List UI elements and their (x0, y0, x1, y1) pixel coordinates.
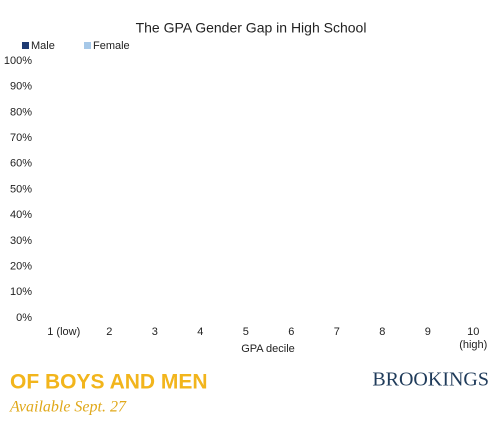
x-tick-label: 7 (333, 326, 340, 338)
legend-swatch (22, 42, 29, 49)
x-tick-label: 4 (197, 326, 204, 338)
x-tick-label: 6 (288, 326, 295, 338)
legend-label: Male (31, 40, 55, 52)
y-tick-label: 0% (16, 312, 32, 324)
x-tick-label: 10 (high) (459, 326, 488, 351)
y-tick-label: 90% (10, 81, 32, 93)
y-tick-label: 10% (10, 286, 32, 298)
y-tick-label: 50% (10, 183, 32, 195)
x-axis-label: GPA decile (241, 343, 295, 355)
y-tick-label: 30% (10, 235, 32, 247)
x-tick-label: 2 (106, 326, 113, 338)
book-title: OF BOYS AND MEN (10, 371, 208, 394)
y-tick-label: 40% (10, 209, 32, 221)
publisher: BROOKINGS (372, 369, 489, 391)
y-tick-label: 70% (10, 132, 32, 144)
release-date: Available Sept. 27 (9, 399, 127, 416)
y-tick-label: 100% (4, 55, 32, 67)
x-tick-label: 9 (424, 326, 431, 338)
x-tick-label: 8 (379, 326, 386, 338)
x-tick-label: 3 (151, 326, 158, 338)
y-tick-label: 20% (10, 261, 32, 273)
x-tick-label: 5 (242, 326, 249, 338)
legend-label: Female (93, 40, 130, 52)
y-tick-label: 60% (10, 158, 32, 170)
legend-swatch (84, 42, 91, 49)
x-tick-label: 1 (low) (47, 326, 81, 338)
y-tick-label: 80% (10, 106, 32, 118)
chart-title: The GPA Gender Gap in High School (136, 20, 367, 36)
